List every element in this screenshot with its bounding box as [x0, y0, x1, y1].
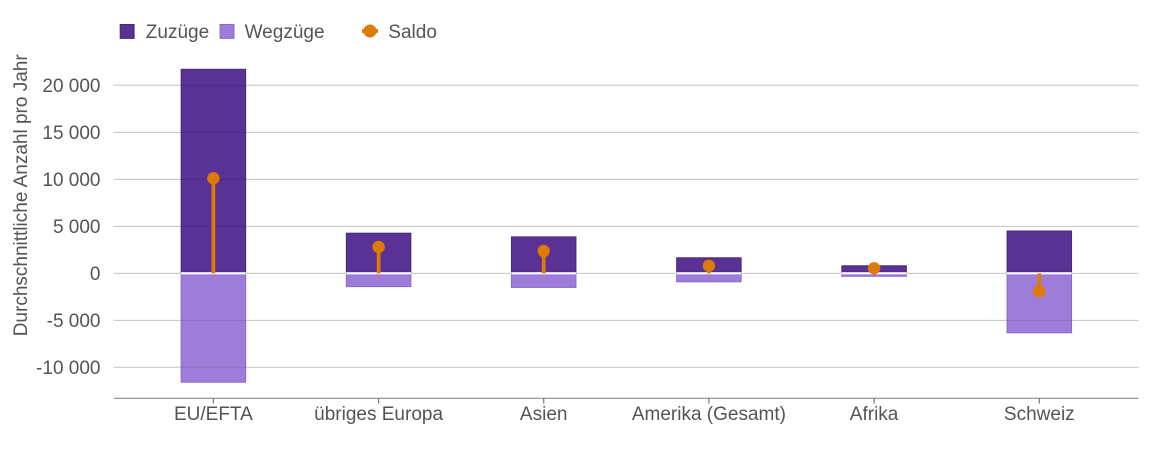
- svg-text:Afrika: Afrika: [850, 404, 899, 425]
- svg-text:15 000: 15 000: [42, 123, 100, 144]
- svg-text:übriges Europa: übriges Europa: [314, 404, 443, 425]
- svg-text:Schweiz: Schweiz: [1004, 404, 1075, 425]
- svg-text:Zuzüge: Zuzüge: [146, 22, 209, 43]
- svg-text:Amerika (Gesamt): Amerika (Gesamt): [632, 404, 786, 425]
- svg-text:EU/EFTA: EU/EFTA: [174, 404, 253, 425]
- svg-text:-5 000: -5 000: [47, 311, 101, 332]
- svg-text:Saldo: Saldo: [388, 22, 437, 43]
- svg-text:10 000: 10 000: [42, 170, 100, 191]
- svg-text:20 000: 20 000: [42, 76, 100, 97]
- svg-text:-10 000: -10 000: [36, 358, 100, 379]
- svg-text:5 000: 5 000: [53, 217, 101, 238]
- svg-text:Asien: Asien: [520, 404, 568, 425]
- svg-text:Durchschnittliche Anzahl pro J: Durchschnittliche Anzahl pro Jahr: [11, 54, 32, 337]
- svg-text:0: 0: [90, 264, 101, 285]
- svg-text:Wegzüge: Wegzüge: [245, 22, 325, 43]
